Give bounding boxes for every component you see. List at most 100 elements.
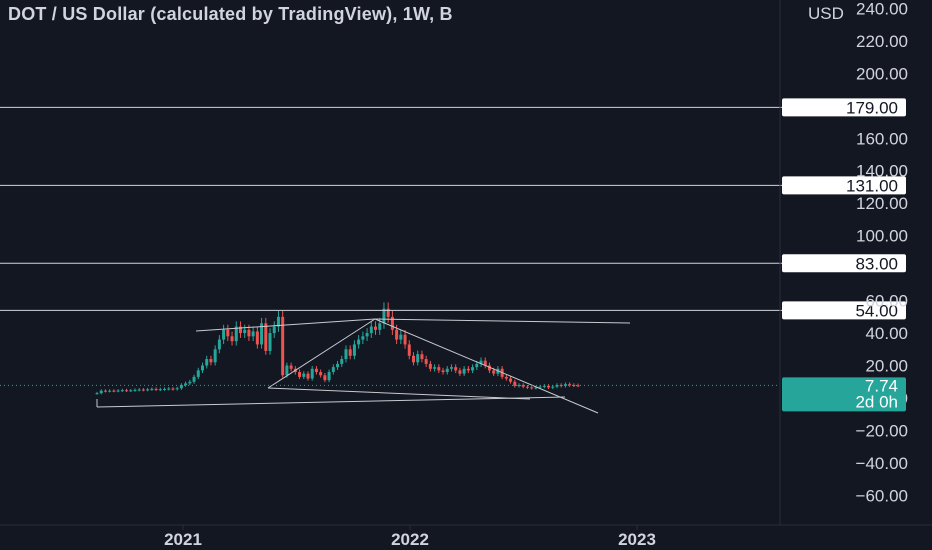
trendline[interactable] [267,387,531,400]
candle-body [289,365,293,369]
candle-body [471,367,475,371]
candle-body [483,360,487,366]
candle-body [167,388,171,390]
level-price-tag [782,254,906,273]
price-axis-label: −60.00 [856,486,908,505]
candle-body [538,386,542,388]
currency-label: USD [808,4,844,23]
candle-body [340,359,344,364]
candle-body [530,387,534,389]
candle-body [285,365,289,376]
price-axis-label: 220.00 [856,32,908,51]
candle-body [171,388,175,390]
candle-body [487,365,491,371]
candle-body [213,349,217,363]
price-axis-label: 160.00 [856,129,908,148]
candle-body [395,329,399,340]
price-axis-label: 20.00 [865,357,908,376]
candle-body [449,367,453,369]
candle-body [525,386,529,388]
candle-body [382,308,386,324]
candle-body [568,384,572,386]
candle-body [344,349,348,360]
candle-body [108,390,112,392]
candle-body [327,372,331,381]
candle-body [230,336,234,342]
candle-body [390,316,394,330]
level-price-tag [782,98,906,117]
trendline[interactable] [267,318,376,389]
candle-body [458,370,462,374]
candle-body [466,368,470,371]
time-axis-label: 2023 [618,530,656,549]
level-price-tag [782,176,906,195]
candle-body [120,390,124,392]
candle-body [196,370,200,377]
candle-body [247,329,251,337]
candle-body [125,390,129,392]
candle-body [407,344,411,356]
candle-body [521,385,525,387]
candle-body [365,333,369,337]
candle-body [420,354,424,360]
candle-body [103,390,107,392]
trendlines [0,318,780,414]
candle-body [348,349,352,356]
candle-body [462,368,466,374]
candle-body [403,334,407,345]
candle-body [251,331,255,337]
level-price-label: 179.00 [846,98,898,117]
candle-body [298,372,302,377]
candle-body [201,365,204,371]
candle-body [268,333,272,351]
trendline[interactable] [96,396,566,408]
candle-body [399,334,403,340]
candle-body [437,367,441,371]
time-axis-label: 2022 [391,530,429,549]
candle-body [551,386,555,388]
candle-body [306,373,310,379]
candle-body [441,370,445,373]
price-axis-label: 140.00 [856,162,908,181]
candle-body [302,373,306,377]
candle-body [264,323,268,351]
candle-body [412,355,415,363]
candle-body [226,329,230,337]
candle-body [158,389,162,391]
candle-body [576,385,580,387]
price-axis-label: −20.00 [856,421,908,440]
candle-body [243,329,247,334]
candle-body [260,323,264,345]
candle-body [95,393,99,395]
price-axis[interactable]: 240.00 220.00 200.00 160.00 140.00 120.00 100.… [856,0,908,505]
candle-body [272,326,276,334]
trendline[interactable] [195,318,376,332]
trendline[interactable] [374,318,631,324]
candle-body [509,378,513,382]
time-axis-label: 2021 [164,530,202,549]
candle-body [154,388,158,390]
candle-body [133,389,137,391]
candle-body [179,385,183,389]
candle-body [129,390,133,392]
candle-body [310,368,314,379]
last-price-value: 7.74 [865,376,898,395]
candle-body [336,363,340,368]
price-axis-label: 40.00 [865,324,908,343]
candle-body [209,359,213,363]
candle-body [361,336,365,340]
time-axis[interactable]: 2021 2022 2023 [164,525,656,549]
candle-body [163,388,167,390]
candle-body [281,316,285,376]
candle-body [424,359,428,364]
level-price-tag [782,301,906,320]
candle-body [276,316,280,327]
candle-body [188,381,192,384]
level-price-label: 83.00 [855,254,898,273]
candle-body [572,385,576,387]
candle-body [255,331,259,345]
candlestick-series [95,302,580,395]
candle-body [331,367,335,373]
candle-body [222,329,226,340]
